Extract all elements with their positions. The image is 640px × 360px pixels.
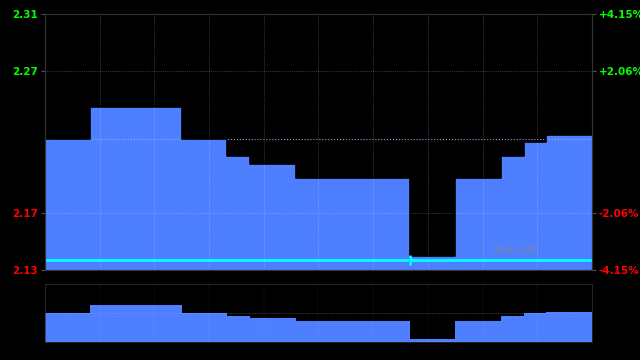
Text: sina.com: sina.com [493, 245, 538, 255]
